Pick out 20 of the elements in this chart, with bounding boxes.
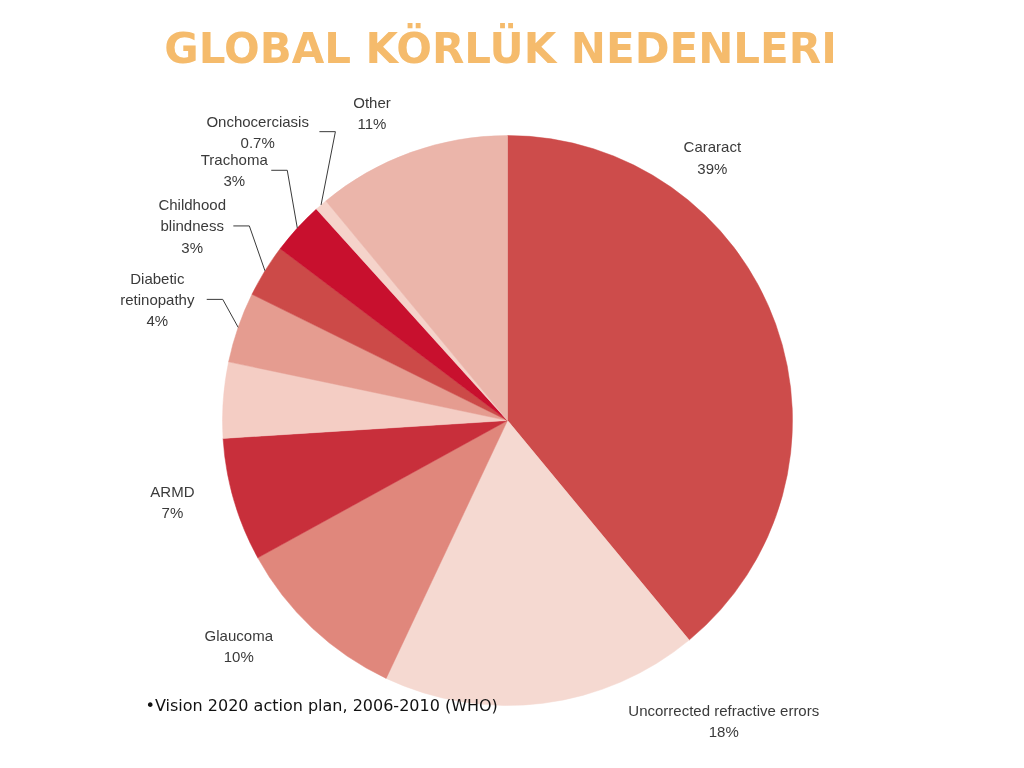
data-label: 10%: [223, 647, 254, 665]
text: •Vision 2020 action plan, 2006-2010 (WHO): [145, 696, 498, 715]
data-label: 11%: [357, 114, 387, 132]
slice-label: Diabetic retinopathy: [120, 269, 195, 308]
slice-label: ARMD: [150, 482, 195, 500]
slice-label: Glaucoma: [204, 626, 274, 644]
data-label: 3%: [223, 172, 246, 190]
data-label: 3%: [181, 238, 204, 256]
slice-label: Cararact: [683, 138, 742, 156]
data-label: 7%: [161, 504, 184, 522]
chart-title: GLOBAL KÖRLÜK NEDENLERI: [164, 23, 837, 73]
data-label: 18%: [708, 723, 739, 741]
slice-label: Trachoma: [200, 151, 269, 169]
data-label: 0.7%: [240, 133, 275, 151]
slice-label: Childhood blindness: [158, 196, 226, 235]
slice-label: Other: [353, 93, 391, 111]
slice-label: Onchocerciasis: [206, 112, 309, 130]
data-label: 4%: [146, 312, 169, 330]
slice-label: Uncorrected refractive errors: [628, 702, 820, 720]
data-label: 39%: [697, 159, 728, 177]
